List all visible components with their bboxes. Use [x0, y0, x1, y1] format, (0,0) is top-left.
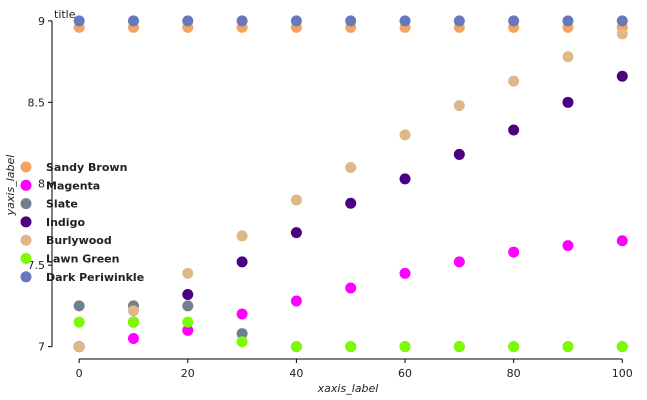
- data-point-burlywood: [182, 267, 194, 279]
- legend-marker: [20, 253, 32, 264]
- series-burlywood: [73, 28, 628, 353]
- data-point-lawn-green: [73, 316, 85, 328]
- y-tick-label: 9: [38, 15, 45, 28]
- data-point-magenta: [290, 295, 302, 307]
- data-point-burlywood: [453, 100, 465, 112]
- data-point-magenta: [127, 332, 139, 344]
- x-tick-label: 100: [612, 367, 633, 380]
- data-point-indigo: [616, 70, 628, 82]
- data-point-dark-periwinkle: [127, 15, 139, 27]
- data-point-indigo: [399, 173, 411, 185]
- x-axis-label: xaxis_label: [317, 382, 379, 395]
- data-point-dark-periwinkle: [562, 15, 574, 27]
- legend-marker: [20, 234, 32, 246]
- data-point-dark-periwinkle: [290, 15, 302, 27]
- data-point-burlywood: [616, 28, 628, 40]
- data-point-lawn-green: [345, 341, 357, 353]
- data-point-dark-periwinkle: [73, 15, 85, 27]
- y-tick-label: 7.5: [28, 259, 46, 272]
- legend: Sandy Brown Magenta Slate Indigo Burlywood La…: [20, 161, 144, 284]
- data-point-lawn-green: [399, 341, 411, 353]
- legend-label: Slate: [46, 198, 78, 211]
- legend-marker: [20, 271, 32, 283]
- data-point-magenta: [182, 324, 194, 336]
- series-dark-periwinkle: [73, 15, 628, 27]
- data-point-dark-periwinkle: [616, 15, 628, 27]
- data-point-magenta: [453, 256, 465, 268]
- legend-marker: [20, 179, 32, 191]
- x-tick-label: 20: [181, 367, 195, 380]
- series-lawn-green: [73, 316, 628, 353]
- data-point-magenta: [345, 282, 357, 294]
- data-point-lawn-green: [453, 341, 465, 353]
- data-point-lawn-green: [290, 341, 302, 353]
- series-magenta: [73, 235, 628, 353]
- legend-label: Dark Periwinkle: [46, 271, 144, 284]
- y-axis-label: yaxis_label: [4, 155, 17, 217]
- legend-marker: [20, 161, 32, 173]
- x-tick-label: 40: [289, 367, 303, 380]
- data-point-slate: [182, 300, 194, 312]
- legend-label: Indigo: [46, 216, 85, 229]
- data-point-magenta: [562, 240, 574, 252]
- data-point-lawn-green: [562, 341, 574, 353]
- data-point-magenta: [508, 246, 520, 258]
- data-point-lawn-green: [182, 316, 194, 328]
- legend-marker: [20, 216, 32, 228]
- y-tick-label: 8: [38, 178, 45, 191]
- data-point-indigo: [508, 124, 520, 136]
- axes: 7 7.5 8 8.5 9 0 20 40 60 80 100: [28, 15, 633, 380]
- data-point-burlywood: [236, 230, 248, 242]
- data-point-dark-periwinkle: [453, 15, 465, 27]
- data-point-lawn-green: [616, 341, 628, 353]
- y-tick-label: 7: [38, 341, 45, 354]
- data-point-slate: [73, 300, 85, 312]
- data-point-indigo: [453, 148, 465, 160]
- data-point-magenta: [616, 235, 628, 247]
- data-point-burlywood: [508, 75, 520, 87]
- y-tick-label: 8.5: [28, 96, 46, 109]
- data-point-lawn-green: [508, 341, 520, 353]
- data-point-dark-periwinkle: [182, 15, 194, 27]
- legend-label: Lawn Green: [46, 253, 119, 266]
- data-point-indigo: [562, 96, 574, 108]
- chart-title: title: [54, 8, 76, 21]
- data-point-dark-periwinkle: [399, 15, 411, 27]
- series-indigo: [73, 70, 628, 353]
- data-point-dark-periwinkle: [345, 15, 357, 27]
- data-point-lawn-green: [236, 336, 248, 348]
- data-point-burlywood: [562, 51, 574, 63]
- data-point-indigo: [182, 288, 194, 300]
- x-tick-label: 60: [398, 367, 412, 380]
- data-point-indigo: [236, 256, 248, 268]
- x-tick-label: 80: [507, 367, 521, 380]
- data-point-dark-periwinkle: [508, 15, 520, 27]
- data-points: [73, 15, 628, 353]
- legend-label: Sandy Brown: [46, 161, 127, 174]
- legend-label: Magenta: [46, 179, 100, 192]
- legend-label: Burlywood: [46, 234, 112, 247]
- data-point-burlywood: [127, 305, 139, 317]
- data-point-burlywood: [345, 161, 357, 173]
- data-point-lawn-green: [127, 316, 139, 328]
- data-point-indigo: [345, 197, 357, 209]
- data-point-dark-periwinkle: [236, 15, 248, 27]
- data-point-indigo: [290, 227, 302, 239]
- legend-marker: [20, 198, 32, 210]
- data-point-burlywood: [399, 129, 411, 141]
- data-point-slate: [236, 328, 248, 340]
- data-point-magenta: [236, 308, 248, 320]
- data-point-burlywood: [73, 341, 85, 353]
- x-tick-label: 0: [76, 367, 83, 380]
- data-point-burlywood: [290, 194, 302, 206]
- data-point-magenta: [399, 267, 411, 279]
